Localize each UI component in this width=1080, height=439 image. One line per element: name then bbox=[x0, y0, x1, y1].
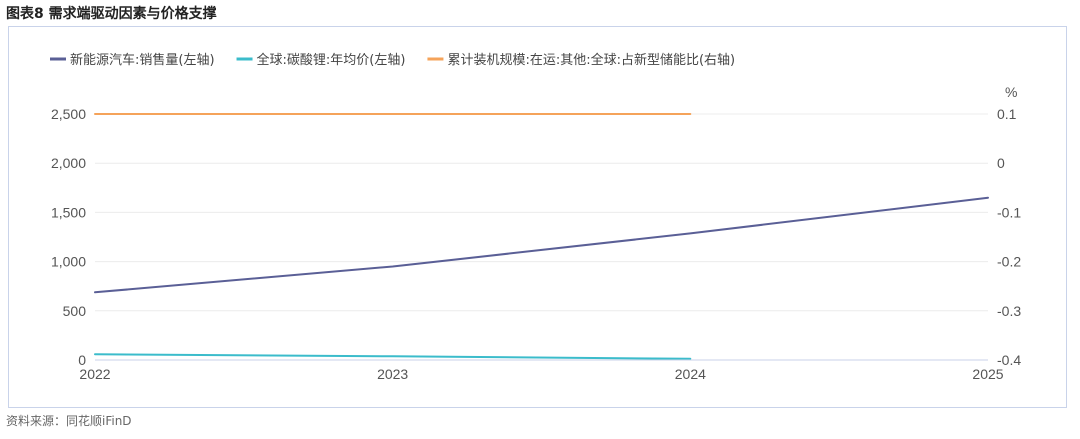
right-tick-label: -0.1 bbox=[997, 204, 1021, 220]
series-lines bbox=[94, 113, 989, 360]
source-note: 资料来源：同花顺iFinD bbox=[6, 414, 132, 428]
x-tick-label: 2025 bbox=[972, 366, 1003, 382]
right-axis: -0.4 -0.3 -0.2 -0.1 0 0.1% bbox=[997, 84, 1021, 368]
right-axis-unit: % bbox=[1005, 84, 1017, 100]
figure-title: 图表8 需求端驱动因素与价格支撑 bbox=[6, 6, 217, 22]
x-tick-label: 2024 bbox=[675, 366, 706, 382]
right-tick-label: -0.2 bbox=[997, 254, 1021, 270]
series-line bbox=[94, 353, 692, 360]
left-tick-label: 2,500 bbox=[51, 106, 86, 122]
x-tick-label: 2023 bbox=[377, 366, 408, 382]
legend-label: 新能源汽车:销售量(左轴) bbox=[70, 52, 215, 68]
right-tick-label: 0 bbox=[997, 155, 1005, 171]
left-tick-label: 0 bbox=[78, 352, 86, 368]
right-tick-label: 0.1 bbox=[997, 106, 1017, 122]
right-tick-label: -0.3 bbox=[997, 303, 1021, 319]
legend: 新能源汽车:销售量(左轴) 全球:碳酸锂:年均价(左轴) 累计装机规模:在运:其他:… bbox=[50, 52, 735, 68]
legend-label: 全球:碳酸锂:年均价(左轴) bbox=[257, 52, 406, 68]
left-tick-label: 2,000 bbox=[51, 155, 86, 171]
legend-label: 累计装机规模:在运:其他:全球:占新型储能比(右轴) bbox=[447, 52, 735, 68]
left-tick-label: 1,000 bbox=[51, 254, 86, 270]
left-tick-label: 500 bbox=[63, 303, 87, 319]
chart-frame bbox=[8, 26, 1067, 408]
series-line bbox=[94, 196, 989, 294]
x-tick-label: 2022 bbox=[79, 366, 110, 382]
right-tick-label: -0.4 bbox=[997, 352, 1021, 368]
x-axis: 2022 2023 2024 2025 bbox=[79, 359, 1004, 382]
left-tick-label: 1,500 bbox=[51, 204, 86, 220]
gridlines bbox=[95, 113, 988, 312]
left-axis: 0 500 1,000 1,500 2,000 2,500 bbox=[51, 106, 86, 368]
